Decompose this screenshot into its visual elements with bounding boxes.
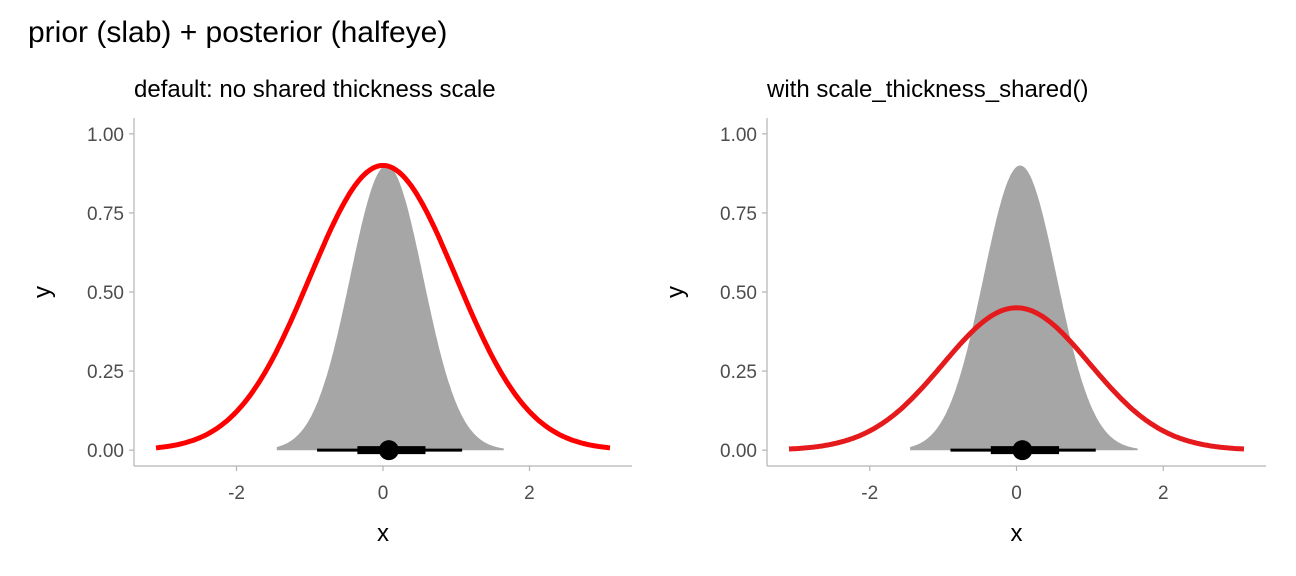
- y-tick-label: 0.75: [720, 204, 757, 225]
- prior-curve: [788, 305, 1245, 452]
- panel-right: with scale_thickness_shared() 0.00 0.25 0.…: [662, 76, 1266, 547]
- y-tick-label: 0.75: [87, 204, 124, 225]
- y-tick-label: 1.00: [87, 125, 124, 146]
- y-tick-label: 0.50: [87, 283, 124, 304]
- point-estimate: [378, 440, 399, 461]
- panel-title: with scale_thickness_shared(): [766, 76, 1088, 103]
- x-tick-label: 2: [524, 483, 535, 504]
- x-axis-title: x: [377, 520, 389, 547]
- y-tick-label: 0.25: [87, 362, 124, 383]
- y-tick-label: 0.00: [87, 441, 124, 462]
- x-tick-label: -2: [861, 483, 878, 504]
- y-axis-title: y: [662, 286, 689, 298]
- y-tick-label: 0.25: [720, 362, 757, 383]
- panel-left: default: no shared thickness scale 0.00 0…: [29, 76, 632, 547]
- x-tick-label: 2: [1158, 483, 1169, 504]
- posterior-slab: [276, 165, 504, 451]
- y-tick-label: 0.00: [720, 441, 757, 462]
- x-tick-label: 0: [1011, 483, 1022, 504]
- figure-title: prior (slab) + posterior (halfeye): [28, 16, 447, 49]
- y-axis-title: y: [29, 286, 56, 298]
- x-tick-label: 0: [378, 483, 389, 504]
- point-estimate: [1012, 440, 1033, 461]
- x-axis-title: x: [1011, 520, 1023, 547]
- y-tick-label: 1.00: [720, 125, 757, 146]
- y-tick-label: 0.50: [720, 283, 757, 304]
- panel-title: default: no shared thickness scale: [134, 76, 496, 103]
- prior-curve: [155, 163, 611, 451]
- x-tick-label: -2: [228, 483, 245, 504]
